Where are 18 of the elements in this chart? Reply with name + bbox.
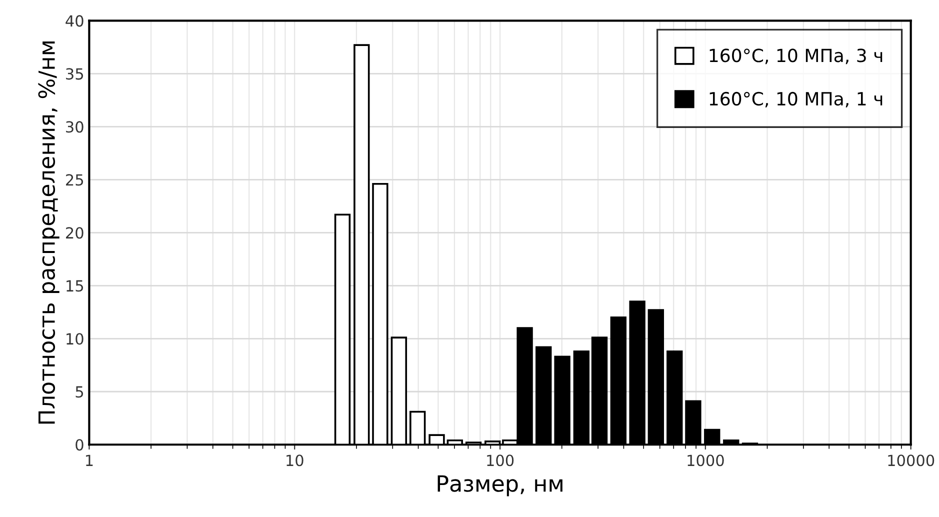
x-axis-title: Размер, нм — [438, 475, 562, 496]
y-tick-label: 10 — [66, 333, 84, 345]
y-tick-label: 20 — [66, 227, 84, 239]
y-axis-title: Плотность распределения, %/нм — [38, 41, 60, 424]
y-tick-label: 40 — [66, 15, 84, 27]
y-tick-label: 0 — [76, 439, 84, 451]
x-tick-label: 1 — [86, 454, 93, 466]
y-tick-label: 15 — [66, 280, 84, 292]
y-tick-label: 35 — [66, 68, 84, 80]
y-tick-label: 5 — [76, 386, 84, 398]
legend-label: 160°C, 10 МПа, 3 ч — [710, 48, 882, 64]
x-tick-label: 10 — [286, 454, 304, 466]
x-tick-label: 10000 — [888, 454, 934, 466]
x-tick-label: 100 — [487, 454, 514, 466]
legend-label: 160°C, 10 МПа, 1 ч — [710, 92, 882, 108]
y-tick-label: 25 — [66, 174, 84, 186]
x-tick-label: 1000 — [688, 454, 724, 466]
y-tick-label: 30 — [66, 121, 84, 133]
